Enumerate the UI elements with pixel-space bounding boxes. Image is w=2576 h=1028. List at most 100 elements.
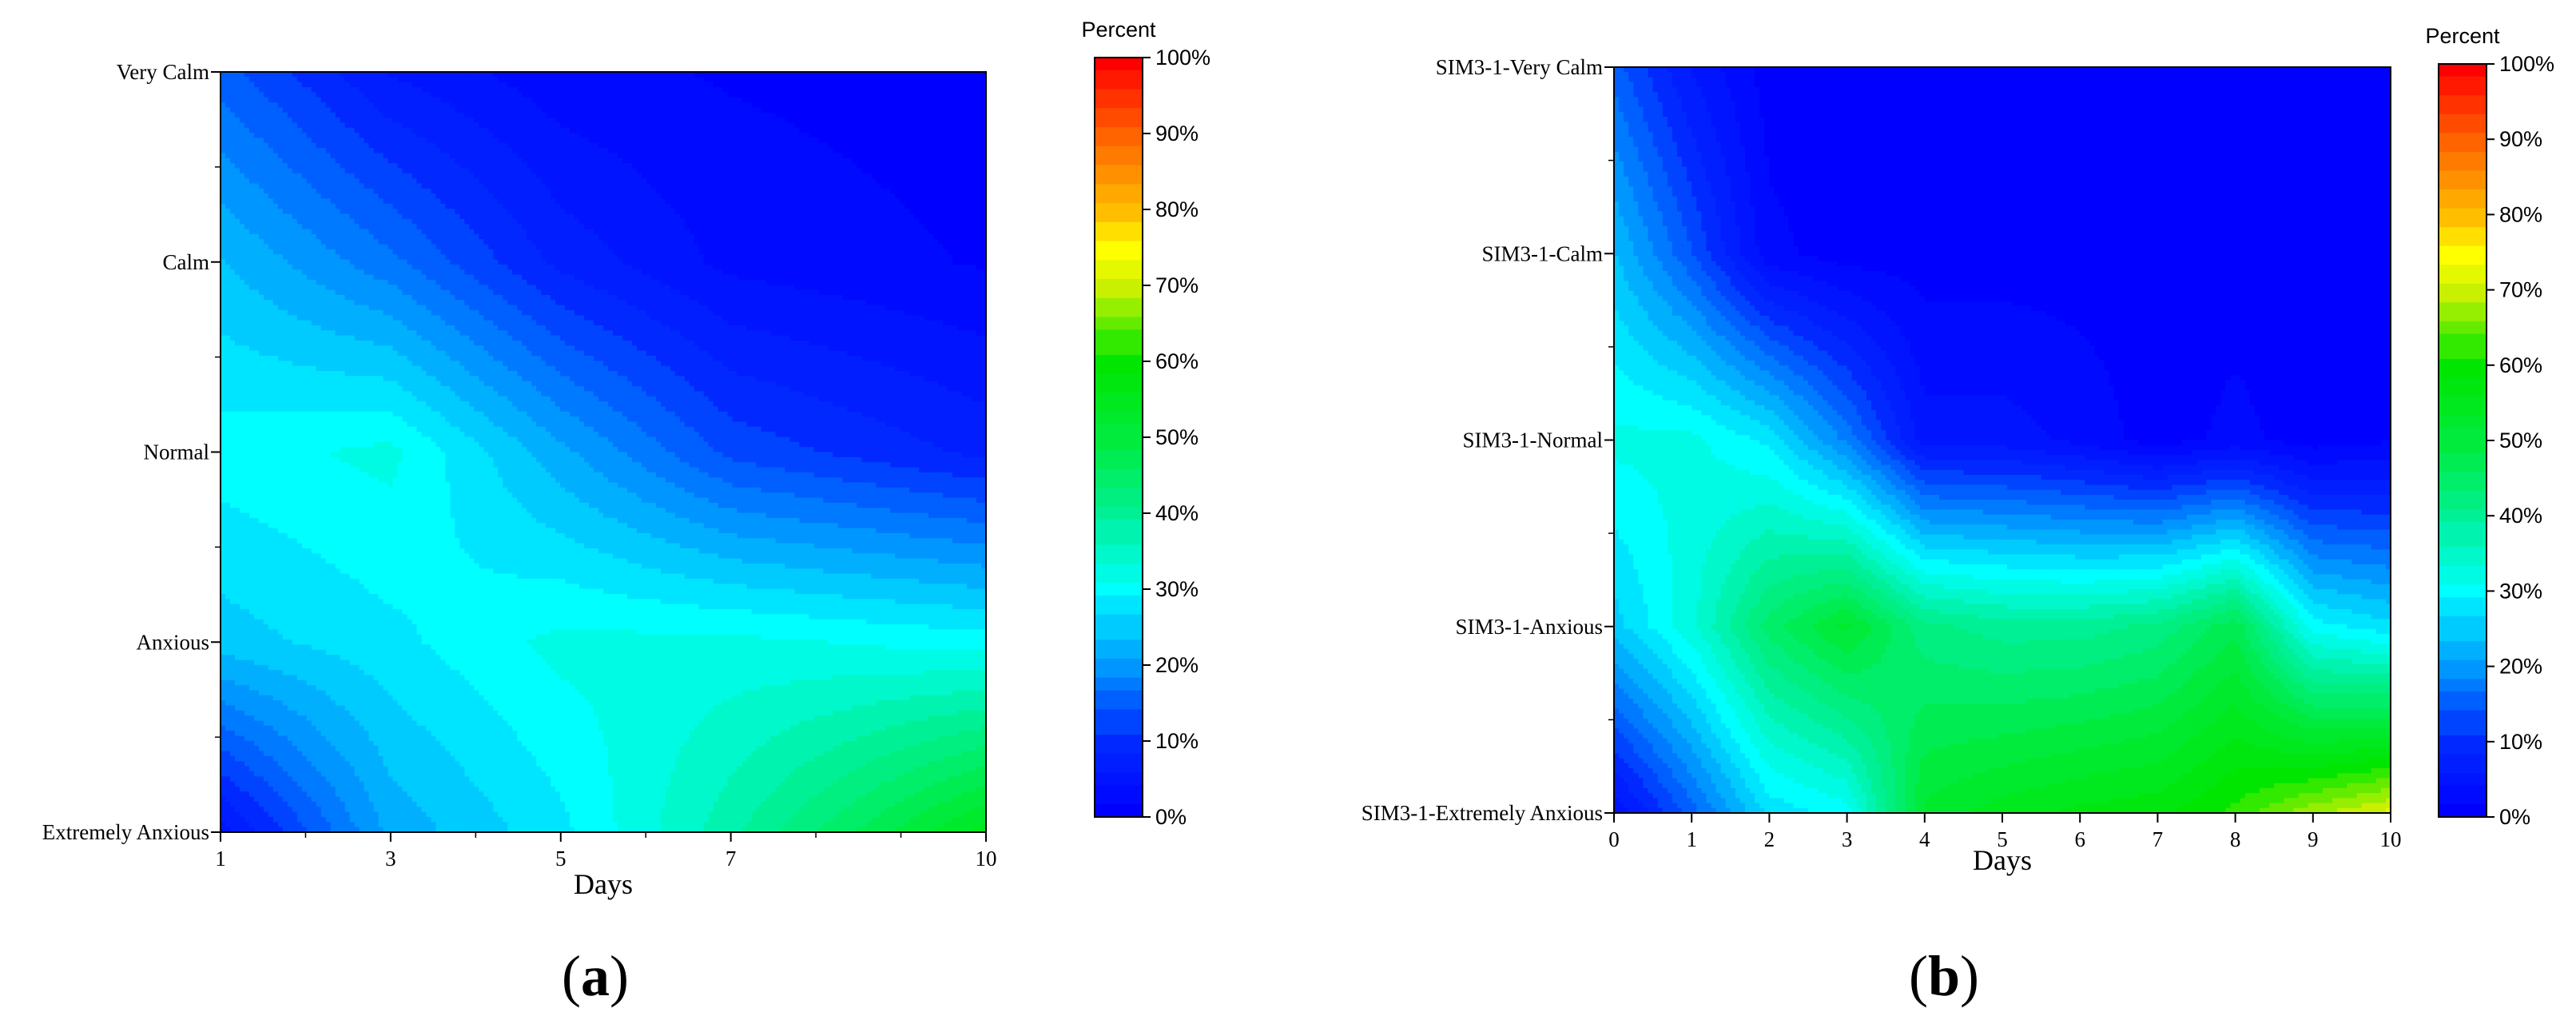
heatmap-cell xyxy=(301,118,308,123)
heatmap-cell xyxy=(603,157,609,164)
heatmap-cell xyxy=(837,97,843,103)
heatmap-cell xyxy=(694,173,700,179)
heatmap-cell xyxy=(258,148,264,154)
heatmap-cell xyxy=(248,229,255,235)
heatmap-cell xyxy=(594,163,599,169)
heatmap-cell xyxy=(402,148,408,154)
heatmap-cell xyxy=(316,127,322,133)
heatmap-cell xyxy=(316,213,322,220)
heatmap-cell xyxy=(349,193,356,200)
heatmap-cell xyxy=(813,198,820,205)
heatmap-cell xyxy=(895,163,900,169)
heatmap-cell xyxy=(349,153,356,159)
heatmap-cell xyxy=(727,92,733,98)
heatmap-cell xyxy=(746,92,753,98)
heatmap-cell xyxy=(320,137,327,144)
heatmap-cell xyxy=(885,148,891,154)
heatmap-cell xyxy=(952,122,958,129)
heatmap-cell xyxy=(636,218,642,225)
heatmap-cell xyxy=(416,188,423,194)
heatmap-cell xyxy=(455,224,460,230)
heatmap-cell xyxy=(972,168,977,174)
heatmap-cell xyxy=(650,133,657,139)
heatmap-cell xyxy=(330,77,336,83)
heatmap-cell xyxy=(248,122,255,129)
heatmap-cell xyxy=(660,122,666,129)
heatmap-cell xyxy=(718,122,724,129)
heatmap-cell xyxy=(311,153,317,159)
heatmap-cell xyxy=(584,203,590,209)
heatmap-cell xyxy=(890,77,896,83)
heatmap-cell xyxy=(732,178,738,185)
heatmap-cell xyxy=(900,224,905,230)
heatmap-cell xyxy=(229,112,236,118)
heatmap-cell xyxy=(881,92,886,98)
heatmap-cell xyxy=(392,209,399,215)
heatmap-cell xyxy=(378,112,384,118)
heatmap-cell xyxy=(349,112,356,118)
heatmap-cell xyxy=(483,72,489,78)
heatmap-cell xyxy=(708,209,714,215)
heatmap-cell xyxy=(263,209,269,215)
heatmap-cell xyxy=(402,188,408,194)
heatmap-cell xyxy=(469,213,475,220)
heatmap-cell xyxy=(325,142,332,149)
heatmap-cell xyxy=(221,137,226,144)
heatmap-cell xyxy=(924,193,929,200)
heatmap-cell xyxy=(277,163,284,169)
heatmap-cell xyxy=(594,97,599,103)
heatmap-cell xyxy=(498,188,503,194)
heatmap-cell xyxy=(952,198,958,205)
heatmap-cell xyxy=(708,148,714,154)
heatmap-cell xyxy=(967,203,972,209)
heatmap-cell xyxy=(551,218,556,225)
heatmap-cell xyxy=(330,153,336,159)
heatmap-cell xyxy=(622,168,628,174)
heatmap-cell xyxy=(952,112,958,118)
heatmap-cell xyxy=(440,133,447,139)
heatmap-cell xyxy=(885,102,891,108)
heatmap-cell xyxy=(517,127,523,133)
heatmap-cell xyxy=(469,87,475,93)
heatmap-cell xyxy=(306,102,312,108)
heatmap-cell xyxy=(689,92,695,98)
heatmap-cell xyxy=(354,168,360,174)
heatmap-cell xyxy=(866,122,872,129)
heatmap-cell xyxy=(727,198,733,205)
heatmap-cell xyxy=(861,224,867,230)
heatmap-cell xyxy=(440,173,447,179)
heatmap-cell xyxy=(603,137,609,144)
heatmap-cell xyxy=(311,72,317,78)
heatmap-cell xyxy=(493,218,499,225)
heatmap-cell xyxy=(311,229,317,235)
heatmap-cell xyxy=(650,127,657,133)
heatmap-cell xyxy=(450,127,455,133)
heatmap-cell xyxy=(541,203,547,209)
heatmap-cell xyxy=(976,157,982,164)
heatmap-cell xyxy=(584,188,590,194)
heatmap-cell xyxy=(221,188,226,194)
heatmap-cell xyxy=(809,97,815,103)
heatmap-cell xyxy=(517,118,523,123)
heatmap-cell xyxy=(895,203,900,209)
heatmap-cell xyxy=(890,97,896,103)
heatmap-cell xyxy=(713,213,719,220)
heatmap-cell xyxy=(818,102,825,108)
heatmap-cell xyxy=(584,97,590,103)
heatmap-cell xyxy=(938,107,944,114)
heatmap-cell xyxy=(536,198,542,205)
heatmap-cell xyxy=(589,153,594,159)
heatmap-cell xyxy=(890,188,896,194)
heatmap-cell xyxy=(488,82,494,88)
heatmap-cell xyxy=(914,142,920,149)
heatmap-cell xyxy=(842,112,848,118)
heatmap-cell xyxy=(765,122,772,129)
heatmap-cell xyxy=(737,203,743,209)
heatmap-cell xyxy=(221,77,226,83)
heatmap-cell xyxy=(674,173,681,179)
heatmap-cell xyxy=(603,168,609,174)
heatmap-cell xyxy=(364,72,370,78)
heatmap-cell xyxy=(708,137,714,144)
heatmap-cell xyxy=(694,209,700,215)
heatmap-cell xyxy=(311,157,317,164)
